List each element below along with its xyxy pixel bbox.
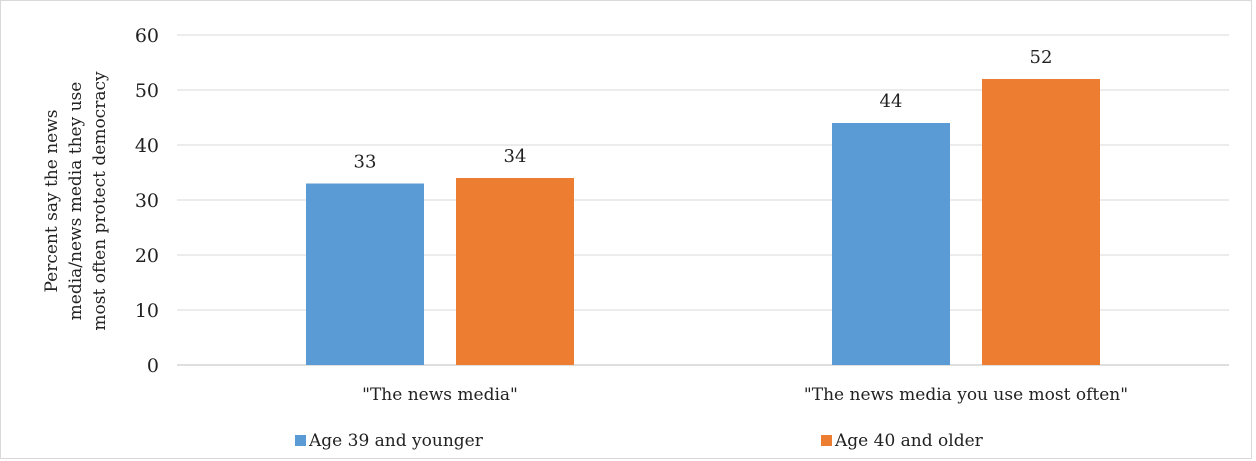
x-category-label: "The news media you use most often" xyxy=(804,385,1128,405)
data-label: 52 xyxy=(1030,47,1053,68)
y-tick-label: 20 xyxy=(135,245,159,267)
legend: Age 39 and younger Age 40 and older xyxy=(295,431,984,451)
y-axis-label: Percent say the news media/news media the… xyxy=(42,71,110,331)
bar xyxy=(832,123,950,365)
y-tick-label: 60 xyxy=(135,25,159,47)
y-axis-label-line: media/news media they use xyxy=(66,82,86,321)
data-labels: 33 34 44 52 xyxy=(354,47,1053,173)
y-tick-label: 40 xyxy=(135,135,159,157)
y-axis-label-line: most often protect democracy xyxy=(90,71,110,331)
data-label: 44 xyxy=(880,91,903,112)
y-tick-label: 30 xyxy=(135,190,159,212)
data-label: 34 xyxy=(504,146,527,167)
bars xyxy=(306,79,1100,365)
legend-label: Age 40 and older xyxy=(834,431,984,451)
bar xyxy=(306,183,424,365)
y-tick-label: 10 xyxy=(135,300,159,322)
bar xyxy=(982,79,1100,365)
x-category-label: "The news media" xyxy=(362,385,518,405)
y-axis-ticks: 0 10 20 30 40 50 60 xyxy=(135,25,159,377)
y-tick-label: 0 xyxy=(147,355,159,377)
x-axis-categories: "The news media" "The news media you use … xyxy=(362,385,1128,405)
legend-label: Age 39 and younger xyxy=(308,431,484,451)
legend-swatch xyxy=(821,435,832,446)
y-tick-label: 50 xyxy=(135,80,159,102)
legend-swatch xyxy=(295,435,306,446)
bar xyxy=(456,178,574,365)
y-axis-label-line: Percent say the news xyxy=(42,109,62,292)
data-label: 33 xyxy=(354,152,377,173)
